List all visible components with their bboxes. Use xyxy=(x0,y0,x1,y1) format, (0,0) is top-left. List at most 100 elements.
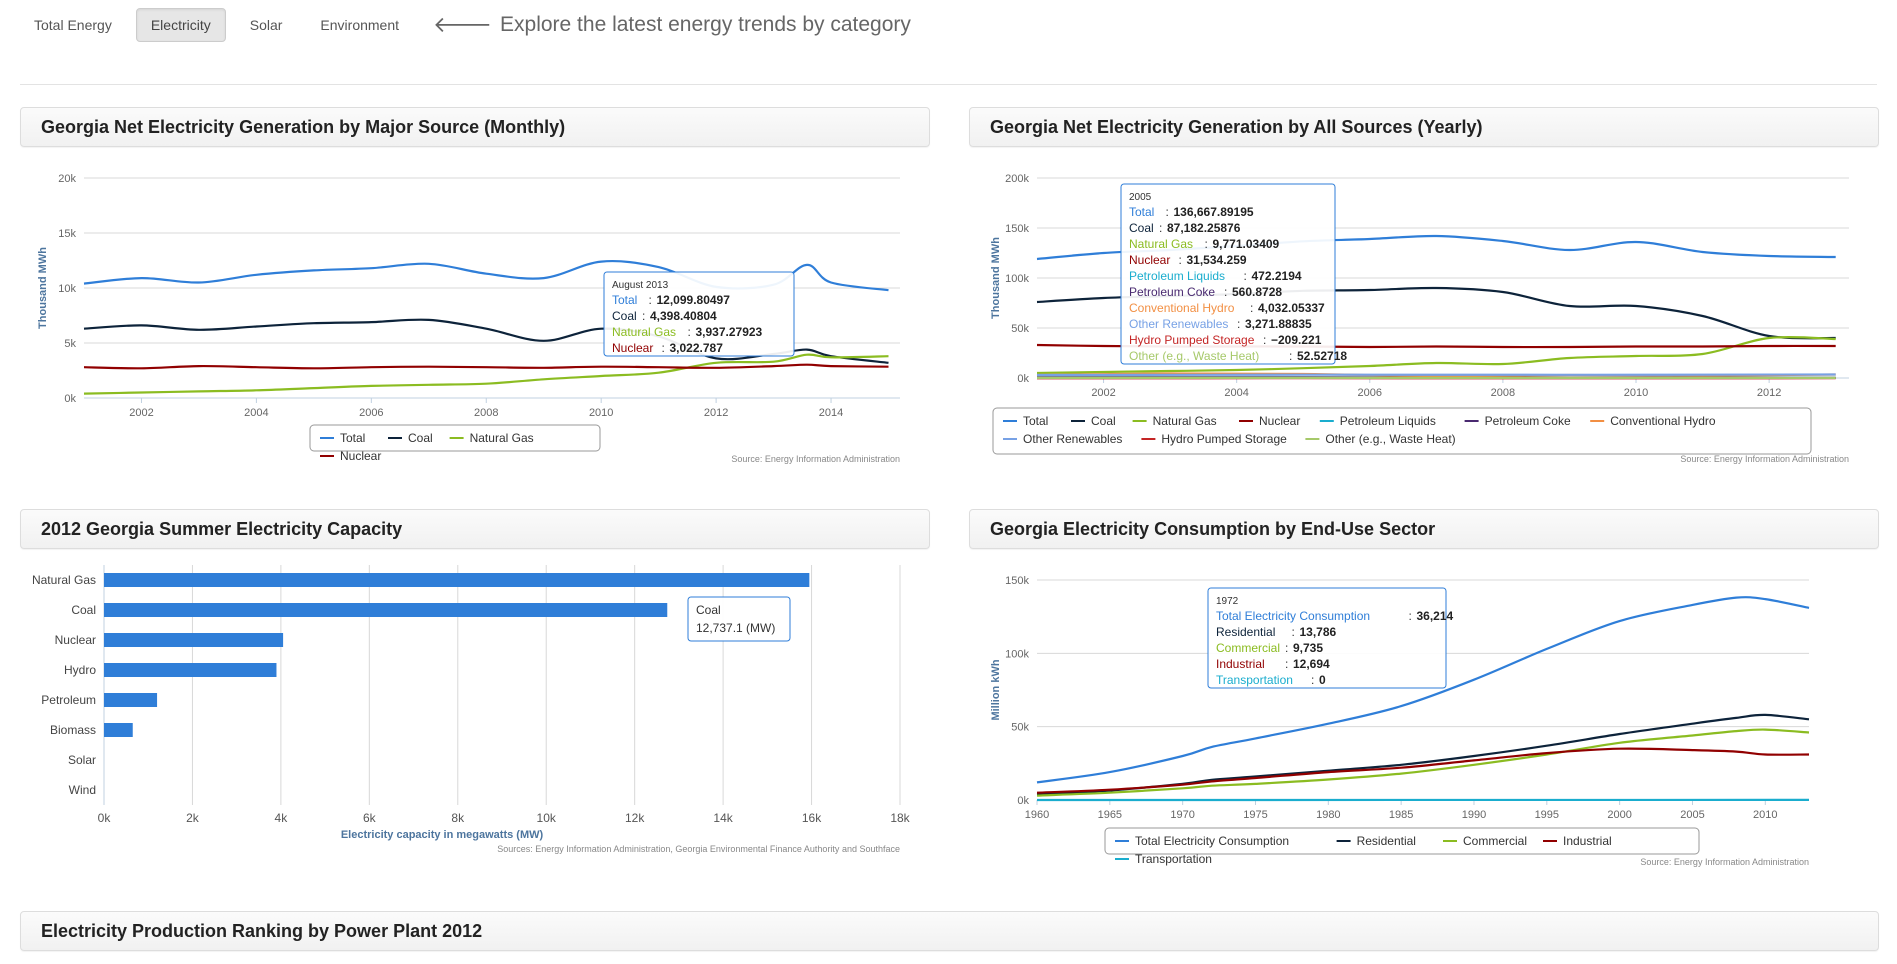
tooltip-colon: : xyxy=(642,309,645,323)
x-tick-label: 12k xyxy=(625,811,645,825)
x-tick-label: 2k xyxy=(186,811,200,825)
legend-box xyxy=(1104,827,1700,855)
tooltip-colon: : xyxy=(1205,237,1208,251)
x-tick-label: 4k xyxy=(275,811,289,825)
tooltip-value: 12,694 xyxy=(1293,657,1330,671)
x-tick-label: 1975 xyxy=(1243,809,1267,821)
legend-item-nuclear: Nuclear xyxy=(1259,414,1300,428)
legend-item-other-renewables: Other Renewables xyxy=(1023,432,1122,446)
series-line-natural-gas xyxy=(1036,335,1836,375)
tooltip-colon: : xyxy=(1285,641,1288,655)
tooltip-colon: : xyxy=(1237,317,1240,331)
x-tick-label: 14k xyxy=(713,811,733,825)
source-note: Source: Energy Information Administratio… xyxy=(1640,857,1809,867)
source-note: Source: Energy Information Administratio… xyxy=(1680,454,1849,464)
tooltip-value: 31,534.259 xyxy=(1187,253,1247,267)
bar-hydro xyxy=(104,663,277,677)
y-axis-label: Thousand MWh xyxy=(37,247,49,329)
tooltip-value: 3,271.88835 xyxy=(1245,317,1312,331)
tooltip-colon: : xyxy=(662,341,665,355)
tooltip-label: Natural Gas xyxy=(612,325,676,339)
y-tick-label: 150k xyxy=(1005,223,1029,235)
tooltip-header: 1972 xyxy=(1216,596,1239,607)
tab-total-energy[interactable]: Total Energy xyxy=(34,17,112,33)
x-tick-label: 2000 xyxy=(1607,809,1631,821)
y-tick-label: 0k xyxy=(1017,373,1029,385)
y-tick-label: 200k xyxy=(1005,173,1029,185)
tooltip-colon: : xyxy=(1166,205,1169,219)
tooltip-value: 0 xyxy=(1319,673,1326,687)
x-tick-label: 1980 xyxy=(1316,809,1340,821)
tooltip-colon: : xyxy=(1409,609,1412,623)
legend-item-natural-gas: Natural Gas xyxy=(1153,414,1217,428)
panel-title-capacity: 2012 Georgia Summer Electricity Capacity xyxy=(20,509,930,549)
legend-item-petroleum-liquids: Petroleum Liquids xyxy=(1340,414,1436,428)
panel-title-monthly: Georgia Net Electricity Generation by Ma… xyxy=(20,107,930,147)
x-tick-label: 2002 xyxy=(129,407,153,419)
tooltip-colon: : xyxy=(688,325,691,339)
y-tick-label: 10k xyxy=(58,283,76,295)
tooltip-label: Conventional Hydro xyxy=(1129,301,1235,315)
legend-item-transportation: Transportation xyxy=(1135,852,1212,866)
legend-item-industrial: Industrial xyxy=(1563,834,1612,848)
capacity-bar-chart: 0k 2k 4k 6k 8k 10k 12k 14k 16k 18k Natural Gas Coal… xyxy=(32,565,911,854)
tooltip-value: 9,735 xyxy=(1293,641,1323,655)
tooltip-colon: : xyxy=(1179,253,1182,267)
tooltip-value: 87,182.25876 xyxy=(1167,221,1241,235)
tooltip-label: Commercial xyxy=(1216,641,1280,655)
tooltip-box xyxy=(1120,183,1336,365)
tooltip-value: 36,214 xyxy=(1417,609,1454,623)
tab-environment[interactable]: Environment xyxy=(320,17,400,33)
tab-solar[interactable]: Solar xyxy=(249,17,283,33)
source-note: Sources: Energy Information Administrati… xyxy=(497,844,900,854)
tooltip-label: Residential xyxy=(1216,625,1275,639)
x-axis-label: Electricity capacity in megawatts (MW) xyxy=(341,829,544,841)
x-tick-label: 2010 xyxy=(1753,809,1777,821)
tooltip-colon: : xyxy=(1285,657,1288,671)
x-tick-label: 2012 xyxy=(1757,387,1781,399)
tooltip-box xyxy=(603,271,795,357)
tooltip-colon: : xyxy=(1289,349,1292,363)
bar-natural-gas xyxy=(104,573,810,587)
tooltip-colon: : xyxy=(1224,285,1227,299)
tooltip-value: 560.8728 xyxy=(1232,285,1282,299)
category-label-solar: Solar xyxy=(68,753,96,767)
tooltip-box xyxy=(687,596,791,642)
x-tick-label: 1990 xyxy=(1462,809,1486,821)
x-tick-label: 2004 xyxy=(244,407,268,419)
tooltip-value: 3,937.27923 xyxy=(696,325,763,339)
headline-text: Explore the latest energy trends by cate… xyxy=(500,13,911,36)
legend-item-coal: Coal xyxy=(408,431,433,445)
x-tick-label: 2002 xyxy=(1091,387,1115,399)
bar-biomass xyxy=(104,723,133,737)
x-tick-label: 2010 xyxy=(1624,387,1648,399)
legend-item-hydro-pumped-storage: Hydro Pumped Storage xyxy=(1161,432,1287,446)
source-note: Source: Energy Information Administratio… xyxy=(731,454,900,464)
bar-nuclear xyxy=(104,633,284,647)
tooltip-box xyxy=(1207,587,1447,689)
x-tick-label: 2008 xyxy=(1491,387,1515,399)
y-tick-label: 0k xyxy=(1017,795,1029,807)
y-tick-label: 0k xyxy=(64,393,76,405)
y-tick-label: 50k xyxy=(1011,722,1029,734)
tooltip-label: Petroleum Coke xyxy=(1129,285,1215,299)
y-tick-label: 100k xyxy=(1005,273,1029,285)
x-tick-label: 1965 xyxy=(1098,809,1122,821)
tooltip-label: Total xyxy=(1129,205,1154,219)
series-line-industrial xyxy=(1036,747,1810,794)
series-line-natural-gas xyxy=(83,353,889,395)
y-tick-label: 50k xyxy=(1011,323,1029,335)
header-divider xyxy=(20,84,1877,85)
page-headline: 🡐 Explore the latest energy trends by ca… xyxy=(433,12,911,38)
bar-coal xyxy=(104,603,668,617)
legend-item-nuclear: Nuclear xyxy=(340,449,381,463)
x-tick-label: 8k xyxy=(451,811,465,825)
category-label-biomass: Biomass xyxy=(50,723,96,737)
legend-item-other-e-g-waste-heat: Other (e.g., Waste Heat) xyxy=(1325,432,1455,446)
series-line-other-renewables xyxy=(1036,373,1836,377)
y-axis-label: Thousand MWh xyxy=(990,237,1002,319)
x-tick-label: 16k xyxy=(802,811,822,825)
tooltip-value: −209.221 xyxy=(1271,333,1322,347)
tab-electricity[interactable]: Electricity xyxy=(135,8,226,42)
x-tick-label: 2012 xyxy=(704,407,728,419)
